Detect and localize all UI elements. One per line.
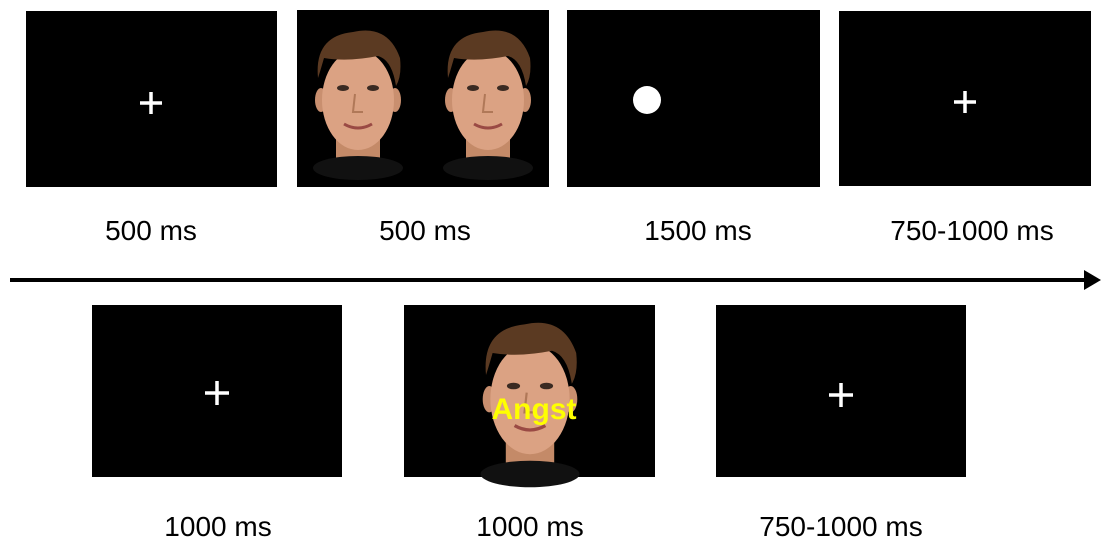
duration-label: 1500 ms	[644, 215, 751, 246]
page: 500 ms 500 ms 1500 ms 750-1000 ms Angst …	[0, 0, 1101, 539]
paradigm-diagram: 500 ms 500 ms 1500 ms 750-1000 ms Angst …	[0, 0, 1101, 539]
arrow-head	[1084, 270, 1101, 290]
duration-label: 500 ms	[105, 215, 197, 246]
duration-label: 750-1000 ms	[890, 215, 1053, 246]
dot	[633, 86, 661, 114]
frame	[567, 10, 820, 187]
duration-label: 1000 ms	[476, 511, 583, 539]
duration-label: 500 ms	[379, 215, 471, 246]
duration-label: 1000 ms	[164, 511, 271, 539]
emotion-word: Angst	[492, 393, 577, 426]
duration-label: 750-1000 ms	[759, 511, 922, 539]
